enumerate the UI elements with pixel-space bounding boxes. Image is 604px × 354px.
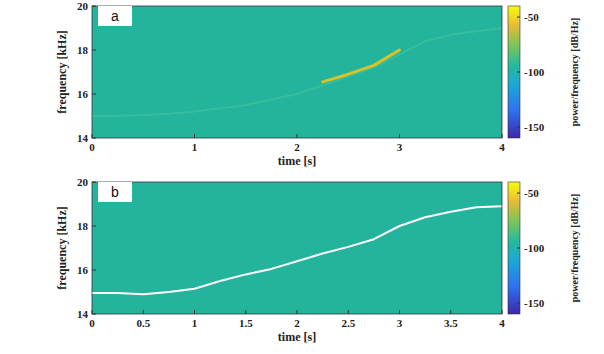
panel-label: b bbox=[111, 184, 119, 200]
y-tick-label: 18 bbox=[77, 44, 89, 56]
x-tick-label: 3 bbox=[397, 141, 403, 153]
frequency-track bbox=[92, 206, 502, 294]
x-tick-label: 2 bbox=[294, 141, 300, 153]
y-tick-label: 16 bbox=[77, 264, 89, 276]
y-tick bbox=[92, 6, 96, 7]
panel-label: a bbox=[111, 8, 119, 24]
colorbar-tick bbox=[517, 127, 520, 128]
frequency-track bbox=[92, 28, 502, 116]
y-tick bbox=[92, 314, 96, 315]
y-tick-label: 20 bbox=[77, 0, 89, 12]
x-tick bbox=[245, 310, 246, 314]
x-tick bbox=[399, 134, 400, 138]
y-tick-label: 18 bbox=[77, 220, 89, 232]
y-tick-label: 14 bbox=[77, 308, 89, 320]
colorbar-tick-label: -150 bbox=[524, 297, 545, 309]
y-tick bbox=[92, 94, 96, 95]
colorbar-tick bbox=[517, 72, 520, 73]
y-tick bbox=[92, 138, 96, 139]
plot-frame bbox=[92, 6, 502, 138]
colorbar-tick-label: -50 bbox=[524, 187, 539, 199]
y-tick bbox=[92, 182, 96, 183]
x-tick bbox=[502, 310, 503, 314]
x-tick bbox=[297, 310, 298, 314]
y-tick-label: 20 bbox=[77, 176, 89, 188]
plot-background bbox=[92, 182, 502, 314]
y-tick bbox=[92, 270, 96, 271]
x-axis-title: time [s] bbox=[278, 330, 316, 344]
panel: 0 1 2 3 4 14 16 18 20 time [s] frequency [kHz] a -50… bbox=[55, 0, 580, 168]
colorbar-tick bbox=[517, 248, 520, 249]
marks bbox=[92, 28, 502, 116]
colorbar-tick-label: -100 bbox=[524, 242, 545, 254]
colorbar-tick-label: -150 bbox=[524, 121, 545, 133]
colorbar-tick bbox=[517, 303, 520, 304]
y-tick-label: 16 bbox=[77, 88, 89, 100]
x-tick bbox=[194, 310, 195, 314]
colorbar bbox=[508, 182, 520, 314]
colorbar-tick-label: -50 bbox=[524, 11, 539, 23]
x-tick-label: 4 bbox=[499, 317, 505, 329]
x-tick bbox=[194, 134, 195, 138]
colorbar-title: power/frequency [dB/Hz] bbox=[569, 194, 580, 302]
y-tick bbox=[92, 50, 96, 51]
x-tick bbox=[92, 310, 93, 314]
y-axis-title: frequency [kHz] bbox=[55, 30, 69, 113]
x-tick bbox=[143, 310, 144, 314]
x-tick-label: 2 bbox=[294, 317, 300, 329]
y-tick bbox=[92, 226, 96, 227]
x-tick-label: 1.5 bbox=[239, 317, 253, 329]
x-tick bbox=[297, 134, 298, 138]
panel-label-box bbox=[98, 6, 132, 26]
colorbar-tick bbox=[517, 17, 520, 18]
x-tick-label: 2.5 bbox=[341, 317, 355, 329]
x-tick-label: 0 bbox=[89, 141, 95, 153]
y-tick-label: 14 bbox=[77, 132, 89, 144]
figure: 0123414161820time [s]frequency [kHz]a-50… bbox=[0, 0, 604, 354]
x-tick-label: 1 bbox=[192, 317, 198, 329]
marks bbox=[92, 206, 502, 294]
plot-background bbox=[92, 6, 502, 138]
x-tick-label: 4 bbox=[499, 141, 505, 153]
panel: 0 0.5 1 1.5 2 2.5 3 3.5 4 14 16 18 20 time [s] frequen… bbox=[55, 176, 580, 344]
x-tick-label: 1 bbox=[192, 141, 198, 153]
x-tick bbox=[450, 310, 451, 314]
x-tick bbox=[92, 134, 93, 138]
colorbar bbox=[508, 6, 520, 138]
x-axis-title: time [s] bbox=[278, 154, 316, 168]
y-axis-title: frequency [kHz] bbox=[55, 206, 69, 289]
frequency-track bbox=[323, 50, 400, 82]
x-tick-label: 3.5 bbox=[444, 317, 458, 329]
x-tick-label: 0 bbox=[89, 317, 95, 329]
colorbar-tick-label: -100 bbox=[524, 66, 545, 78]
x-tick bbox=[399, 310, 400, 314]
x-tick-label: 0.5 bbox=[136, 317, 150, 329]
x-tick bbox=[348, 310, 349, 314]
colorbar-title: power/frequency [dB/Hz] bbox=[569, 18, 580, 126]
plot-frame bbox=[92, 182, 502, 314]
panel-label-box bbox=[98, 182, 132, 202]
x-tick-label: 3 bbox=[397, 317, 403, 329]
x-tick bbox=[502, 134, 503, 138]
colorbar-tick bbox=[517, 193, 520, 194]
